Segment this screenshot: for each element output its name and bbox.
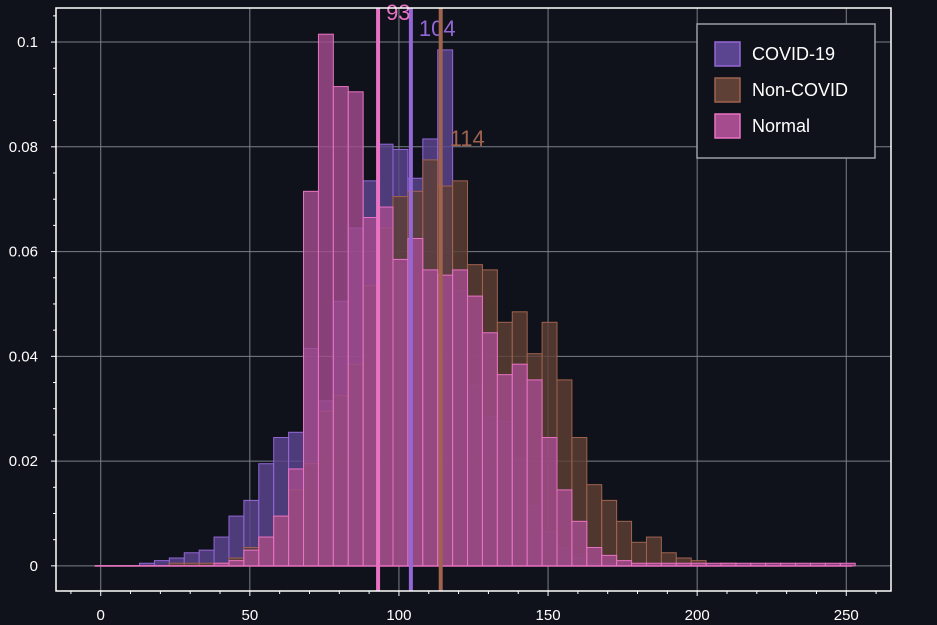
histogram-bar bbox=[809, 562, 826, 567]
histogram-bar bbox=[258, 536, 275, 567]
histogram-bar bbox=[705, 562, 722, 567]
legend-label: Non-COVID bbox=[752, 80, 848, 100]
y-tick-label: 0 bbox=[30, 558, 38, 575]
histogram-bar bbox=[735, 562, 752, 567]
histogram-bar bbox=[526, 379, 543, 567]
histogram-bar bbox=[153, 560, 170, 567]
histogram-bar bbox=[481, 332, 498, 567]
histogram-bar bbox=[496, 374, 513, 567]
legend-swatch bbox=[714, 41, 741, 67]
x-tick-label: 100 bbox=[386, 607, 411, 624]
histogram-bar bbox=[243, 549, 260, 567]
histogram-bar bbox=[586, 547, 603, 567]
axis-ticks: 0 50 100 150 200 250 0 0.02 0.04 0.06 0.08 0.1 bbox=[9, 15, 877, 624]
x-tick-label: 250 bbox=[834, 607, 859, 624]
plot-area-frame bbox=[55, 7, 892, 592]
legend-swatch bbox=[714, 113, 741, 139]
histogram-bar bbox=[795, 562, 811, 567]
histogram-bar bbox=[839, 562, 856, 567]
histogram-bar bbox=[541, 437, 558, 567]
histogram-bar bbox=[780, 562, 797, 567]
legend-label: Normal bbox=[752, 116, 810, 136]
histogram-bar bbox=[452, 269, 469, 567]
histogram-bar bbox=[571, 520, 588, 567]
mean-lines: 104 114 93 bbox=[376, 0, 485, 591]
histogram-bar bbox=[631, 541, 647, 567]
mean-label: 93 bbox=[386, 0, 410, 25]
histogram-bar bbox=[690, 562, 707, 567]
histogram-bar bbox=[332, 86, 349, 567]
histogram-bar bbox=[601, 554, 618, 567]
y-tick-label: 0.04 bbox=[9, 348, 38, 365]
histogram-bar bbox=[467, 295, 483, 567]
histogram-bar bbox=[303, 190, 319, 567]
histogram-bar bbox=[720, 562, 737, 567]
histogram-bar bbox=[228, 560, 245, 567]
y-tick-label: 0.02 bbox=[9, 453, 38, 470]
y-tick-label: 0.06 bbox=[9, 244, 38, 261]
histogram-bar bbox=[273, 515, 290, 567]
histogram-bar bbox=[288, 468, 305, 567]
histogram-bar bbox=[631, 562, 647, 567]
histogram-bars bbox=[94, 33, 856, 567]
legend-label: COVID-19 bbox=[752, 44, 835, 64]
histogram-bar bbox=[422, 269, 439, 567]
y-tick-label: 0.08 bbox=[9, 139, 38, 156]
mean-label: 104 bbox=[419, 16, 456, 41]
legend: COVID-19 Non-COVID Normal bbox=[696, 23, 876, 159]
series-normal bbox=[94, 33, 856, 567]
histogram-bar bbox=[824, 562, 841, 567]
histogram-bar bbox=[213, 562, 230, 567]
histogram-bar bbox=[660, 562, 677, 567]
histogram-bar bbox=[675, 562, 692, 567]
histogram-bar bbox=[377, 206, 394, 567]
histogram-bar bbox=[645, 536, 662, 567]
histogram-bar bbox=[511, 363, 528, 567]
histogram-bar bbox=[750, 562, 767, 567]
mean-label: 114 bbox=[450, 126, 485, 151]
histogram-bar bbox=[616, 520, 633, 567]
y-tick-label: 0.1 bbox=[17, 34, 38, 51]
histogram-bar bbox=[392, 258, 409, 567]
histogram-bar bbox=[213, 536, 230, 567]
x-tick-label: 50 bbox=[241, 607, 258, 624]
x-tick-label: 150 bbox=[536, 607, 561, 624]
histogram-bar bbox=[645, 562, 662, 567]
histogram-bar bbox=[556, 489, 573, 567]
x-tick-label: 200 bbox=[685, 607, 710, 624]
histogram-bar bbox=[317, 33, 334, 567]
histogram-bar bbox=[765, 562, 782, 567]
x-tick-label: 0 bbox=[97, 607, 105, 624]
histogram-bar bbox=[616, 560, 633, 567]
histogram-bar bbox=[347, 91, 364, 567]
legend-swatch bbox=[714, 77, 741, 103]
histogram-bar bbox=[362, 217, 379, 567]
